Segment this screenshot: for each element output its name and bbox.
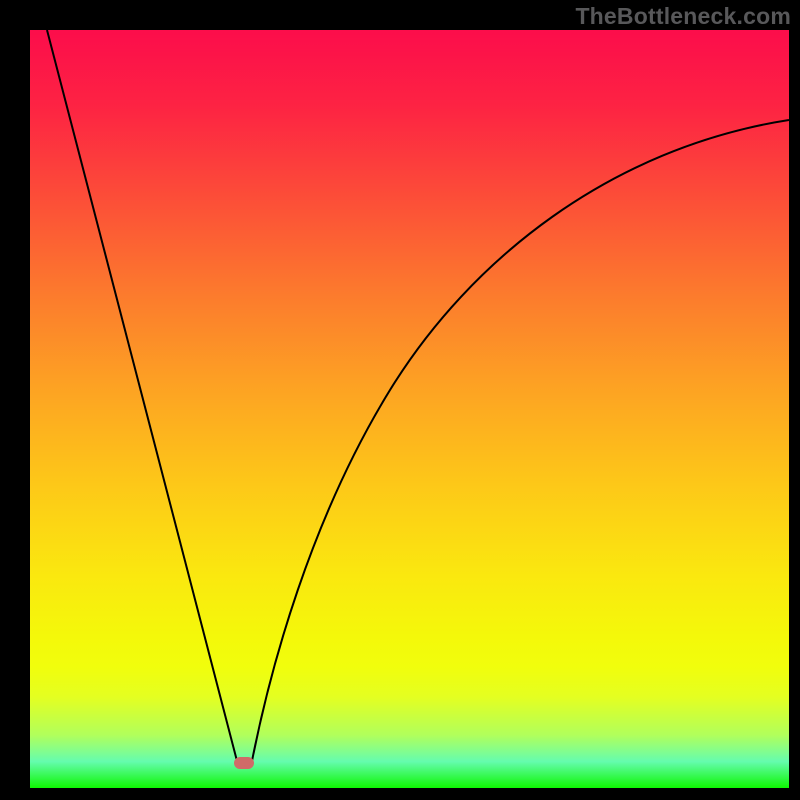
curve-layer	[30, 30, 789, 788]
frame-border-left	[0, 0, 30, 800]
right-curve	[252, 120, 789, 761]
plot-area	[30, 30, 789, 788]
watermark-text: TheBottleneck.com	[575, 3, 791, 30]
frame-border-bottom	[0, 788, 800, 800]
frame-border-right	[789, 0, 800, 800]
minimum-marker	[234, 757, 254, 769]
left-curve	[47, 30, 237, 761]
chart-frame: TheBottleneck.com	[0, 0, 800, 800]
